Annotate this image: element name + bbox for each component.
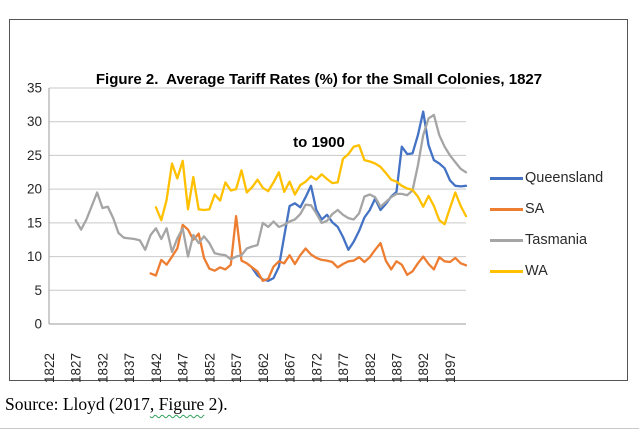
page-divider-line [0,428,639,429]
legend-item-sa: SA [490,199,603,219]
chart-title-line2: to 1900 [293,134,345,151]
figure-border [9,19,628,381]
svg-text:1887: 1887 [390,353,405,383]
svg-text:1892: 1892 [416,353,431,383]
svg-text:10: 10 [27,249,42,264]
chart-title-line1: Figure 2. Average Tariff Rates (%) for t… [95,71,543,88]
svg-text:25: 25 [27,148,42,163]
legend-label-queensland: Queensland [525,170,604,186]
svg-text:0: 0 [34,317,42,332]
source-text: Source: Lloyd (2017 [5,394,150,414]
series-lines [74,110,468,282]
svg-text:5: 5 [34,283,42,298]
y-axis-tick-labels: 0 5 10 15 20 25 30 35 [27,81,42,332]
legend-item-tasmania: Tasmania [490,230,603,250]
svg-text:1847: 1847 [176,353,191,383]
svg-text:1842: 1842 [149,353,164,383]
gridlines [49,87,466,291]
svg-text:1827: 1827 [69,353,84,383]
svg-text:1872: 1872 [309,353,324,383]
series-line-tasmania [74,113,468,261]
svg-text:30: 30 [27,114,42,129]
svg-text:1837: 1837 [122,353,137,383]
svg-text:1862: 1862 [256,353,271,383]
svg-text:1877: 1877 [336,353,351,383]
legend-label-wa: WA [525,263,548,279]
legend-swatch-tasmania [490,238,523,242]
source-citation: Source: Lloyd (2017, Figure 2). [5,394,228,415]
svg-text:15: 15 [27,215,42,230]
series-line-sa [149,214,468,282]
axes [48,88,466,325]
source-text-end: 2). [204,394,228,414]
legend-swatch-queensland [490,176,523,180]
chart-title: Figure 2. Average Tariff Rates (%) for t… [10,27,628,195]
svg-text:1897: 1897 [443,353,458,383]
legend-swatch-wa [490,269,523,273]
x-axis-tick-labels: 1822 1827 1832 1837 1842 1847 1852 1857 1862 1867… [42,353,458,383]
svg-text:20: 20 [27,182,42,197]
svg-text:1822: 1822 [42,353,57,383]
series-line-wa [154,144,468,226]
legend-item-wa: WA [490,261,603,281]
series-line-queensland [251,110,468,282]
svg-text:1852: 1852 [202,353,217,383]
legend-label-tasmania: Tasmania [525,232,588,248]
svg-text:1867: 1867 [283,353,298,383]
svg-text:1832: 1832 [95,353,110,383]
svg-text:35: 35 [27,81,42,96]
chart-legend: Queensland SA Tasmania WA [490,168,603,292]
legend-label-sa: SA [525,201,545,217]
svg-text:1857: 1857 [229,353,244,383]
legend-swatch-sa [490,207,523,211]
legend-item-queensland: Queensland [490,168,603,188]
svg-text:1882: 1882 [363,353,378,383]
source-text-squiggled: , Figure [149,394,205,414]
